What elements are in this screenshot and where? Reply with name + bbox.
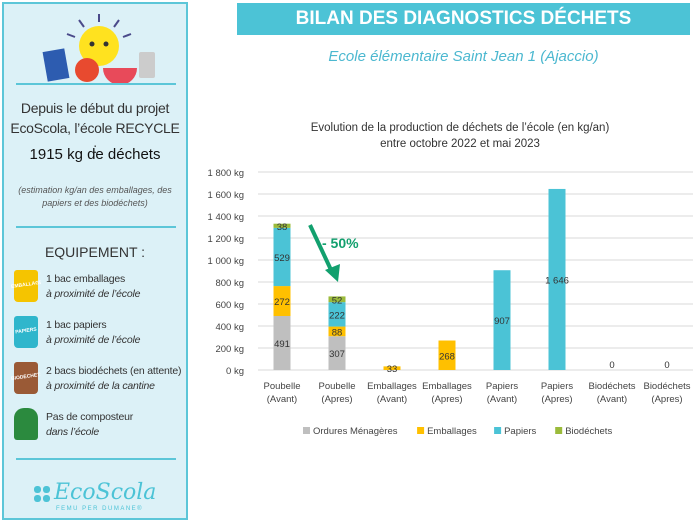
bar-segment [328,296,346,303]
total-recycled: 1915 kg de déchets [29,146,161,163]
y-tick-label: 0 kg [226,366,244,377]
legend-label: Biodéchets [565,426,612,437]
data-label: 307 [329,349,345,360]
data-label: 0 [609,360,614,371]
bar-segment [493,270,511,370]
equipment-location: à proximité de la cantine [46,380,155,392]
legend-label: Emballages [427,426,477,437]
bar-segment [383,366,401,370]
equipment-location: dans l’école [46,426,100,438]
equipment-item: BIODÉCHETS 2 bacs biodéchets (en attente… [11,360,190,400]
packaging-bin-icon: EMBALLAGES [11,270,41,302]
x-tick-label: Biodéchets [643,381,690,392]
x-tick-label: (Apres) [541,394,572,405]
reduction-arrow [308,224,334,273]
y-tick-label: 1 400 kg [208,212,244,223]
x-tick-label: (Apres) [431,394,462,405]
x-tick-label: Biodéchets [588,381,635,392]
data-label: 33 [387,364,398,375]
stacked-bar-chart: 0 kg 200 kg 400 kg 600 kg 800 kg 1 000 kg 1 20… [208,168,693,437]
ecoscola-logo: EcoScola [54,480,157,505]
divider [16,226,176,228]
x-tick-label: Poubelle [264,381,301,392]
data-label: 52 [332,295,343,306]
logo-tagline: FEMU PER DUMANE® [56,506,144,512]
sidebar-panel: Depuis le début du projet EcoScola, l’éc… [2,2,188,520]
equipment-item: EMBALLAGES 1 bac emballages à proximité d… [11,268,190,308]
data-label: 222 [329,310,345,321]
legend-swatch [417,427,425,434]
bar-segment [273,315,291,370]
divider [16,83,176,85]
mascot-illustration-icon [42,14,155,84]
bar-segment [273,223,291,228]
biowaste-bin-icon: BIODÉCHETS [11,362,41,394]
x-tick-label: Emballages [422,381,472,392]
x-tick-label: (Avant) [377,394,407,405]
school-subtitle: Ecole élémentaire Saint Jean 1 (Ajaccio) [328,48,599,65]
data-label: 491 [274,339,290,350]
equipment-item: PAPIERS 1 bac papiers à proximité de l’éc… [14,314,190,354]
y-tick-label: 800 kg [215,278,244,289]
composter-icon [14,408,38,440]
x-tick-label: Emballages [367,381,417,392]
equipment-location: à proximité de l’école [46,288,141,300]
bar-segment [548,188,566,370]
bar-segment [328,326,346,337]
data-label: 907 [494,316,510,327]
divider [16,458,176,460]
bar-segment [273,286,291,316]
equipment-label: 1 bac emballages [46,273,126,285]
y-tick-label: 200 kg [215,344,244,355]
x-tick-label: Papiers [541,381,573,392]
data-label: 529 [274,253,290,264]
page-title: BILAN DES DIAGNOSTICS DÉCHETS [237,3,690,35]
equipment-label: 1 bac papiers [46,319,107,331]
bar-segment [273,227,291,287]
y-tick-label: 1 600 kg [208,190,244,201]
x-tick-label: Poubelle [319,381,356,392]
intro-text: Depuis le début du projet EcoScola, l’éc… [10,100,180,156]
x-tick-label: Papiers [486,381,518,392]
x-tick-label: (Avant) [267,394,297,405]
data-label: 88 [332,327,343,338]
legend-swatch [303,427,310,434]
data-label: 272 [274,297,290,308]
legend-swatch [494,427,502,434]
paper-bin-icon: PAPIERS [14,316,38,348]
x-tick-label: (Avant) [597,394,627,405]
legend-swatch [555,427,563,434]
x-tick-label: (Apres) [321,394,352,405]
reduction-annotation: - 50% [322,235,359,251]
equipment-item: Pas de composteur dans l’école [14,406,190,446]
legend-label: Papiers [504,426,536,437]
x-tick-label: (Avant) [487,394,517,405]
estimation-note: (estimation kg/an des emballages, des pa… [18,185,172,208]
bar-segment [438,340,456,370]
chart-title-line-1: Evolution de la production de déchets de… [310,122,610,134]
data-label: 268 [439,351,455,362]
data-label: 0 [664,360,669,371]
y-tick-label: 600 kg [215,300,244,311]
legend-label: Ordures Ménagères [313,426,398,437]
data-label: 1 646 [545,275,569,286]
bar-segment [328,302,346,327]
bar-segment [328,336,346,370]
y-tick-label: 400 kg [215,322,244,333]
equipment-label: 2 bacs biodéchets (en attente) [46,365,182,377]
x-tick-label: (Apres) [651,394,682,405]
data-label: 38 [277,222,288,233]
y-tick-label: 1 200 kg [208,234,244,245]
chart-title-line-2: entre octobre 2022 et mai 2023 [380,138,540,150]
y-tick-label: 1 800 kg [208,168,244,179]
equipment-title: EQUIPEMENT : [44,244,146,260]
equipment-label: Pas de composteur [46,411,134,423]
y-tick-label: 1 000 kg [208,256,244,267]
ecoscola-logo-icon [34,486,50,502]
equipment-location: à proximité de l’école [46,334,141,346]
arrow-head-icon [325,264,340,282]
